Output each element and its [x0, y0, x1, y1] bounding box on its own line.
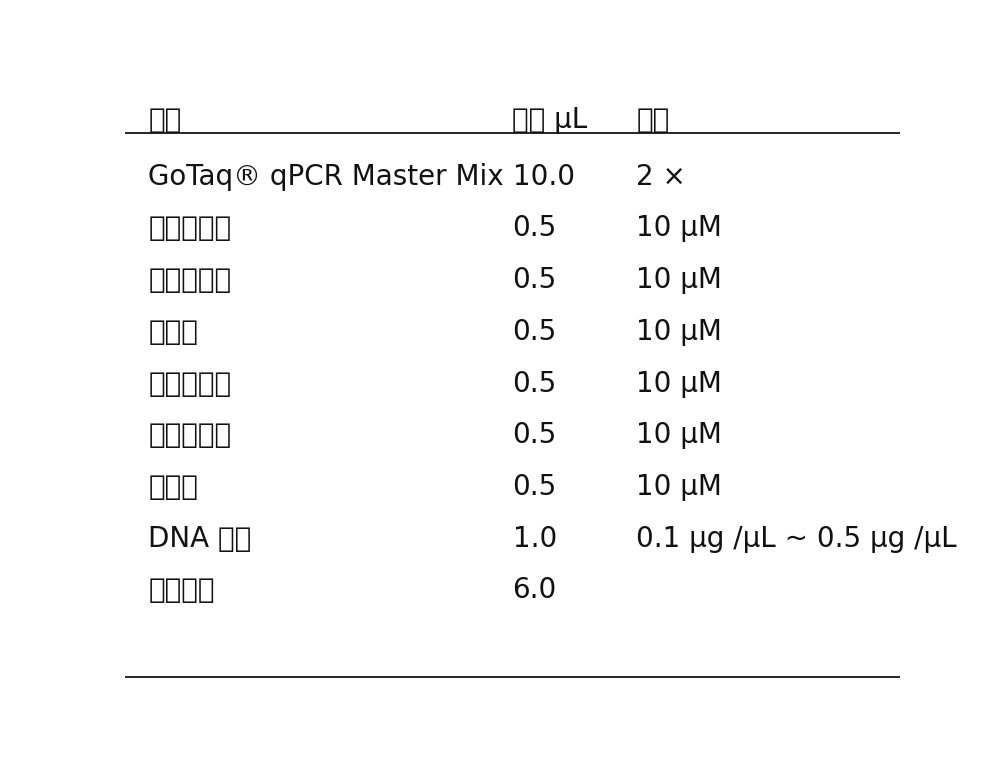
Text: 体积 μL: 体积 μL [512, 105, 588, 134]
Text: 10 μM: 10 μM [637, 215, 722, 242]
Text: 马上游引物: 马上游引物 [148, 215, 231, 242]
Text: 驴下游引物: 驴下游引物 [148, 421, 231, 449]
Text: 2 ×: 2 × [637, 162, 686, 191]
Text: 0.1 μg /μL ~ 0.5 μg /μL: 0.1 μg /μL ~ 0.5 μg /μL [637, 525, 957, 553]
Text: 0.5: 0.5 [512, 421, 557, 449]
Text: 驴上游引物: 驴上游引物 [148, 369, 231, 398]
Text: 10 μM: 10 μM [637, 421, 722, 449]
Text: 10 μM: 10 μM [637, 473, 722, 501]
Text: 10.0: 10.0 [512, 162, 574, 191]
Text: 1.0: 1.0 [512, 525, 557, 553]
Text: 试剂: 试剂 [148, 105, 182, 134]
Text: 10 μM: 10 μM [637, 318, 722, 346]
Text: 6.0: 6.0 [512, 576, 557, 604]
Text: DNA 模板: DNA 模板 [148, 525, 252, 553]
Text: GoTaq® qPCR Master Mix: GoTaq® qPCR Master Mix [148, 162, 504, 191]
Text: 0.5: 0.5 [512, 473, 557, 501]
Text: 0.5: 0.5 [512, 215, 557, 242]
Text: 马下游引物: 马下游引物 [148, 266, 231, 294]
Text: 去离子水: 去离子水 [148, 576, 215, 604]
Text: 0.5: 0.5 [512, 318, 557, 346]
Text: 10 μM: 10 μM [637, 369, 722, 398]
Text: 0.5: 0.5 [512, 266, 557, 294]
Text: 马探针: 马探针 [148, 318, 198, 346]
Text: 驴探针: 驴探针 [148, 473, 198, 501]
Text: 浓度: 浓度 [637, 105, 670, 134]
Text: 0.5: 0.5 [512, 369, 557, 398]
Text: 10 μM: 10 μM [637, 266, 722, 294]
